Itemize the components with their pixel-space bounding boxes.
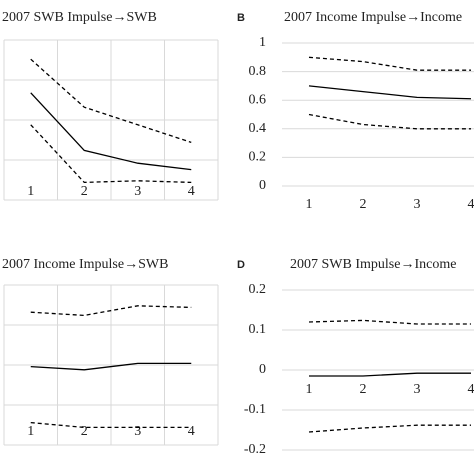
y-tick-label: 0 [259,178,266,193]
chart-title: 2007 Income Impulse→SWB [2,257,168,272]
line-series [308,424,471,433]
x-tick-label: 3 [134,184,141,199]
line-series [30,362,192,371]
x-tick-label: 4 [188,184,195,199]
y-tick-label: 0.1 [249,322,267,337]
line-series [30,305,192,317]
line-series [308,113,471,130]
panel-label: B [237,12,245,24]
x-tick-label: 4 [468,197,474,212]
y-tick-label: -0.2 [244,442,266,457]
line-series [308,319,471,325]
y-tick-label: 1 [259,35,266,50]
chart-title: 2007 Income Impulse→Income [284,10,462,25]
x-tick-label: 2 [81,424,88,439]
x-tick-label: 2 [81,184,88,199]
y-tick-label: 0 [259,362,266,377]
line-series [308,56,471,71]
y-tick-label: 0.2 [249,150,267,165]
chart-title: 2007 SWB Impulse→Income [290,257,456,272]
y-tick-label: 0.8 [249,64,267,79]
line-series [30,421,192,429]
x-tick-label: 4 [468,382,474,397]
x-tick-label: 1 [27,184,34,199]
y-tick-label: -0.1 [244,402,266,417]
y-tick-label: 0.6 [249,92,267,107]
x-tick-label: 3 [414,197,421,212]
chart-title: 2007 SWB Impulse→SWB [2,10,157,25]
x-tick-label: 3 [414,382,421,397]
x-tick-label: 3 [134,424,141,439]
line-series [308,85,472,100]
x-tick-label: 2 [360,382,367,397]
y-tick-label: 0.2 [249,282,267,297]
x-tick-label: 1 [306,382,313,397]
x-tick-label: 1 [306,197,313,212]
line-series [30,92,192,171]
x-tick-label: 2 [360,197,367,212]
x-tick-label: 1 [27,424,34,439]
line-series [30,124,192,184]
x-tick-label: 4 [188,424,195,439]
line-series [309,372,471,377]
line-series [30,58,192,144]
y-tick-label: 0.4 [249,121,267,136]
panel-label: D [237,259,245,271]
